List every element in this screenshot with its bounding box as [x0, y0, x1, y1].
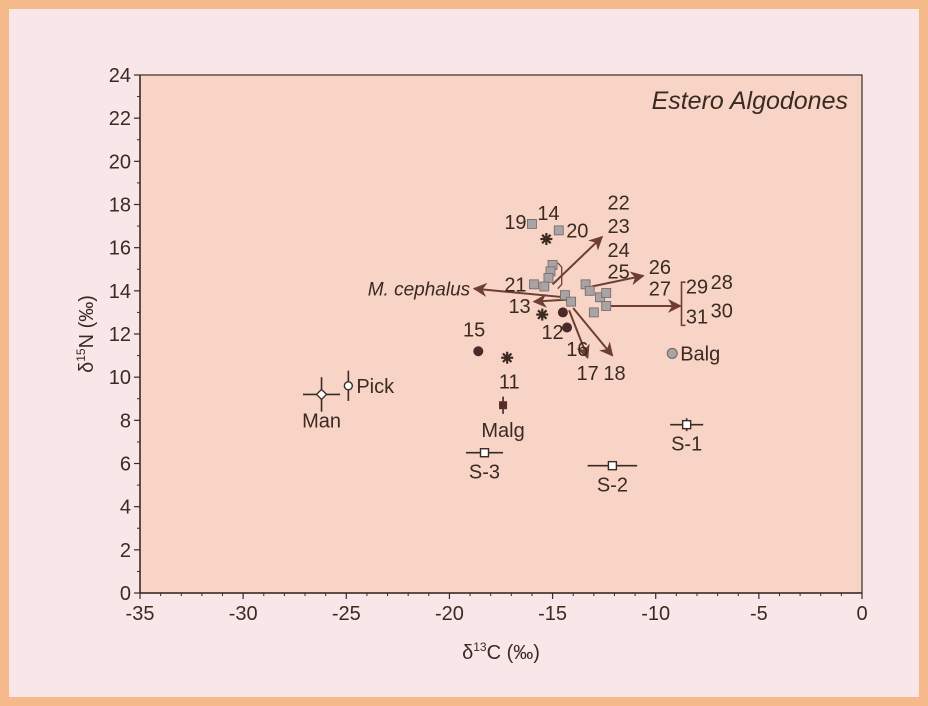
- data-point: [601, 288, 612, 298]
- chart-panel: M. cephalus Balg Man Pick S-1 S-2 S-3 Malg 19 14 2…: [9, 9, 919, 697]
- y-axis-label: δ15N (‰): [74, 295, 98, 373]
- data-point: [557, 307, 568, 318]
- data-point: [501, 351, 514, 364]
- data-point: [562, 322, 573, 333]
- y-tick-label: 6: [120, 454, 131, 476]
- data-point: [584, 285, 595, 296]
- point-number-label: 14: [537, 203, 559, 225]
- point-number-label: 13: [508, 296, 530, 318]
- x-tick-label: 0: [856, 603, 867, 625]
- point-number-label: 20: [566, 220, 588, 242]
- point-label: Malg: [481, 420, 524, 442]
- point-label: S-3: [469, 462, 500, 484]
- arrow-label: M. cephalus: [368, 280, 471, 301]
- scatter-chart: M. cephalus Balg Man Pick S-1 S-2 S-3 Malg 19 14 2…: [74, 65, 868, 664]
- point-number-label: 23: [607, 216, 629, 238]
- chart-title: Estero Algodones: [652, 87, 848, 115]
- y-tick-label: 2: [120, 540, 131, 562]
- data-point: [302, 377, 341, 412]
- point-number-label: 21: [504, 274, 526, 296]
- x-tick-label: -10: [641, 603, 670, 625]
- arrow: [568, 309, 590, 360]
- y-tick-label: 10: [109, 367, 131, 389]
- y-tick-label: 8: [120, 410, 131, 432]
- point-number-label: 18: [603, 363, 625, 385]
- x-axis-label: δ13C (‰): [462, 640, 540, 664]
- data-point: [601, 301, 612, 311]
- bracket: [557, 262, 563, 290]
- point-number-label: 16: [566, 339, 588, 361]
- data-point: [465, 448, 504, 458]
- point-label: Pick: [356, 376, 395, 398]
- y-tick-label: 14: [109, 281, 131, 303]
- point-number-label: 22: [607, 192, 629, 214]
- plot-area: [139, 74, 863, 594]
- point-number-label: 11: [499, 371, 520, 393]
- chart-marks: M. cephalus Balg Man Pick S-1 S-2 S-3 Malg 19 14 2…: [302, 192, 733, 496]
- point-number-label: 30: [711, 300, 733, 322]
- arrow: [472, 282, 566, 299]
- data-point: [553, 225, 564, 236]
- bracket: [680, 281, 686, 327]
- data-point: [473, 346, 484, 357]
- arrow: [551, 235, 604, 286]
- data-point: [536, 308, 549, 321]
- data-point: [543, 272, 554, 283]
- data-point: [560, 290, 570, 301]
- data-point: [670, 418, 704, 432]
- y-tick-label: 16: [109, 238, 131, 260]
- x-tick-label: -30: [229, 603, 258, 625]
- x-tick-label: -20: [435, 603, 464, 625]
- data-point: [587, 460, 638, 471]
- y-tick-label: 4: [120, 497, 131, 519]
- y-tick-label: 0: [120, 583, 131, 605]
- data-point: [527, 219, 537, 229]
- point-label: Man: [302, 410, 341, 432]
- x-tick-label: -25: [332, 603, 361, 625]
- arrow: [572, 307, 614, 357]
- point-number-label: 26: [649, 257, 671, 279]
- point-number-label: 12: [541, 322, 563, 344]
- data-point: [666, 347, 678, 359]
- point-number-label: 31: [686, 307, 708, 329]
- y-tick-label: 20: [109, 151, 131, 173]
- x-tick-label: -35: [126, 603, 155, 625]
- y-tick-label: 22: [109, 108, 131, 130]
- point-number-label: 24: [607, 240, 629, 262]
- point-number-label: 28: [711, 272, 733, 294]
- y-tick-label: 24: [109, 65, 131, 87]
- data-point: [539, 281, 550, 292]
- x-tick-label: -15: [538, 603, 567, 625]
- data-point: [540, 233, 553, 246]
- point-number-label: 27: [649, 279, 671, 301]
- data-point: [343, 370, 354, 401]
- point-label: S-1: [671, 434, 702, 456]
- arrow: [591, 271, 645, 288]
- point-number-label: 15: [463, 320, 485, 342]
- point-number-label: 29: [686, 277, 708, 299]
- data-point: [529, 279, 539, 290]
- data-point: [499, 396, 508, 414]
- data-point: [566, 296, 577, 307]
- point-label: Balg: [680, 343, 720, 365]
- x-tick-label: -5: [750, 603, 768, 625]
- y-tick-label: 18: [109, 195, 131, 217]
- point-label: S-2: [597, 475, 628, 497]
- point-number-label: 25: [607, 261, 629, 283]
- point-number-label: 19: [504, 212, 526, 234]
- point-number-label: 17: [577, 363, 599, 385]
- data-point: [588, 307, 599, 318]
- axes: -35 -30 -25 -20 -15 -10 -5 00246810121416182022…: [109, 65, 868, 625]
- y-tick-label: 12: [109, 324, 131, 346]
